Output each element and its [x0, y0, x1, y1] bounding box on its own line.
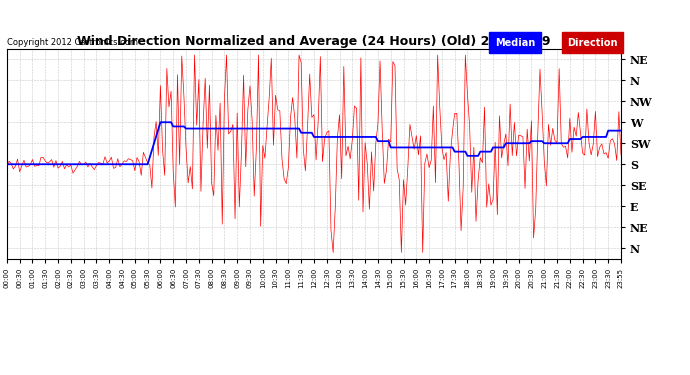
Text: Median: Median — [495, 38, 535, 48]
Text: Direction: Direction — [567, 38, 618, 48]
Text: Copyright 2012 Cartronics.com: Copyright 2012 Cartronics.com — [7, 38, 138, 46]
Title: Wind Direction Normalized and Average (24 Hours) (Old) 20120729: Wind Direction Normalized and Average (2… — [77, 34, 551, 48]
